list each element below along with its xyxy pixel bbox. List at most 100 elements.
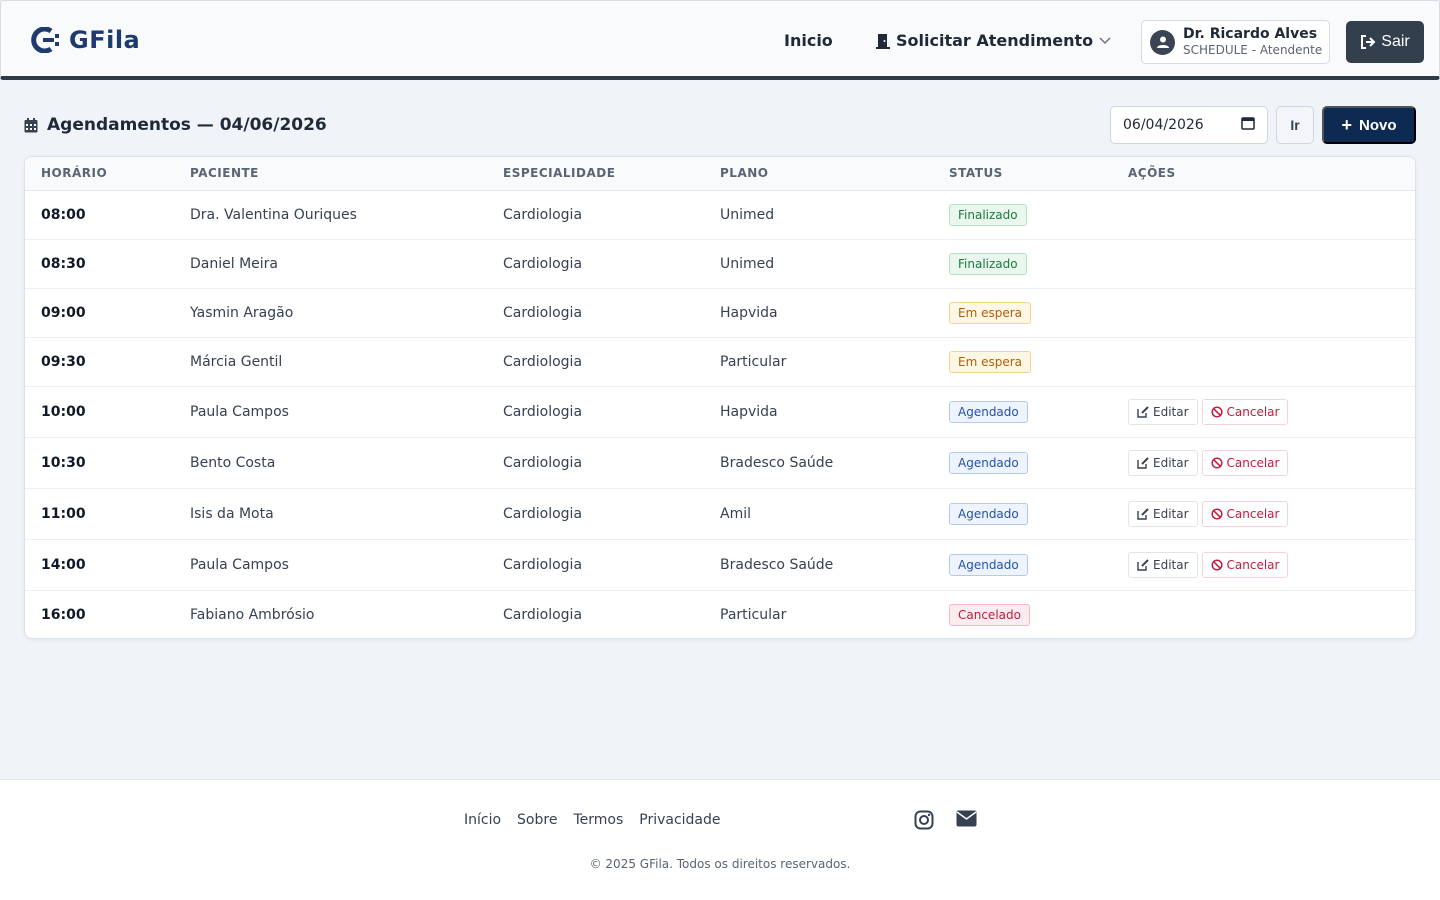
footer-link-termos[interactable]: Termos bbox=[573, 812, 624, 828]
page-title: Agendamentos — 04/06/2026 bbox=[24, 115, 327, 135]
email-icon[interactable] bbox=[956, 810, 977, 830]
cell-status: Agendado bbox=[949, 488, 1128, 540]
status-badge: Finalizado bbox=[949, 203, 1027, 226]
edit-icon bbox=[1137, 405, 1149, 418]
nav-solicitar-dropdown[interactable]: Solicitar Atendimento bbox=[874, 31, 1111, 50]
cancel-button[interactable]: Cancelar bbox=[1201, 500, 1289, 527]
cell-actions bbox=[1128, 239, 1415, 289]
user-avatar-icon bbox=[1150, 29, 1175, 55]
cell-actions: Editar Cancelar bbox=[1128, 539, 1415, 591]
brand-logo[interactable]: GFila bbox=[29, 26, 140, 54]
new-appointment-label: Novo bbox=[1359, 116, 1397, 134]
cell-patient: Márcia Gentil bbox=[190, 337, 503, 387]
cell-patient: Paula Campos bbox=[190, 386, 503, 438]
appointments-table: HORÁRIO PACIENTE ESPECIALIDADE PLANO STA… bbox=[25, 157, 1415, 638]
logout-button[interactable]: Sair bbox=[1346, 21, 1424, 63]
footer-link-inicio[interactable]: Início bbox=[464, 812, 502, 828]
cell-patient: Yasmin Aragão bbox=[190, 288, 503, 338]
table-header-row: HORÁRIO PACIENTE ESPECIALIDADE PLANO STA… bbox=[25, 157, 1415, 191]
sign-out-icon bbox=[1360, 34, 1376, 50]
cancel-button[interactable]: Cancelar bbox=[1201, 398, 1289, 425]
col-especialidade: ESPECIALIDADE bbox=[503, 157, 720, 191]
cell-patient: Dra. Valentina Ouriques bbox=[190, 190, 503, 240]
cell-specialty: Cardiologia bbox=[503, 288, 720, 338]
cell-status: Em espera bbox=[949, 337, 1128, 387]
cell-time: 10:00 bbox=[25, 386, 190, 438]
user-name: Dr. Ricardo Alves bbox=[1183, 26, 1318, 43]
cell-specialty: Cardiologia bbox=[503, 386, 720, 438]
appointments-table-card: HORÁRIO PACIENTE ESPECIALIDADE PLANO STA… bbox=[24, 156, 1416, 639]
plus-icon: + bbox=[1341, 115, 1352, 135]
cancel-button[interactable]: Cancelar bbox=[1201, 449, 1289, 476]
cell-status: Agendado bbox=[949, 386, 1128, 438]
cell-time: 16:00 bbox=[41, 606, 86, 623]
status-badge: Agendado bbox=[949, 502, 1028, 525]
cell-plan: Hapvida bbox=[720, 288, 949, 338]
cancel-label: Cancelar bbox=[1226, 557, 1280, 572]
col-paciente: PACIENTE bbox=[190, 157, 503, 191]
copyright: © 2025 GFila. Todos os direitos reservad… bbox=[589, 857, 851, 871]
cancel-button[interactable]: Cancelar bbox=[1201, 551, 1289, 578]
cell-status: Cancelado bbox=[949, 590, 1128, 638]
table-row: 09:00 Yasmin Aragão Cardiologia Hapvida Em e… bbox=[25, 288, 1415, 338]
edit-button[interactable]: Editar bbox=[1128, 398, 1198, 425]
edit-icon bbox=[1137, 507, 1149, 520]
cell-specialty: Cardiologia bbox=[503, 337, 720, 387]
col-status: STATUS bbox=[949, 157, 1128, 191]
go-button[interactable]: Ir bbox=[1276, 106, 1314, 144]
door-icon bbox=[874, 32, 892, 50]
edit-icon bbox=[1137, 558, 1149, 571]
cell-patient: Paula Campos bbox=[190, 539, 503, 591]
col-plano: PLANO bbox=[720, 157, 949, 191]
status-badge: Agendado bbox=[949, 400, 1028, 423]
status-badge: Em espera bbox=[949, 301, 1032, 324]
cell-status: Finalizado bbox=[949, 239, 1128, 289]
cell-patient: Daniel Meira bbox=[190, 239, 503, 289]
cell-actions bbox=[1128, 190, 1415, 240]
cell-specialty: Cardiologia bbox=[503, 437, 720, 489]
cell-time: 10:30 bbox=[25, 437, 190, 489]
date-input[interactable]: 06/04/2026 bbox=[1110, 106, 1268, 144]
cell-actions: Editar Cancelar bbox=[1128, 386, 1415, 438]
cell-specialty: Cardiologia bbox=[503, 190, 720, 240]
footer-link-sobre[interactable]: Sobre bbox=[517, 812, 558, 828]
cell-specialty: Cardiologia bbox=[503, 539, 720, 591]
cancel-label: Cancelar bbox=[1226, 404, 1280, 419]
logout-label: Sair bbox=[1381, 33, 1410, 50]
calendar-picker-icon[interactable] bbox=[1241, 116, 1255, 134]
cell-actions bbox=[1128, 337, 1415, 387]
footer-link-privacidade[interactable]: Privacidade bbox=[639, 812, 721, 828]
edit-button[interactable]: Editar bbox=[1128, 551, 1198, 578]
cell-plan: Particular bbox=[720, 606, 787, 623]
table-row: 08:00 Dra. Valentina Ouriques Cardiologia U… bbox=[25, 190, 1415, 240]
chevron-down-icon bbox=[1099, 36, 1111, 45]
cell-time: 09:30 bbox=[25, 337, 190, 387]
cell-time: 08:00 bbox=[25, 190, 190, 240]
edit-button[interactable]: Editar bbox=[1128, 500, 1198, 527]
brand-name: GFila bbox=[69, 26, 141, 54]
cell-plan: Bradesco Saúde bbox=[720, 539, 949, 591]
new-appointment-button[interactable]: + Novo bbox=[1322, 106, 1416, 144]
cell-plan: Particular bbox=[720, 337, 949, 387]
user-role: SCHEDULE - Atendente bbox=[1183, 43, 1323, 58]
cell-actions bbox=[1128, 590, 1415, 638]
user-profile-card[interactable]: Dr. Ricardo Alves SCHEDULE - Atendente bbox=[1141, 20, 1330, 64]
table-row: 16:00 Fabiano Ambrósio Cardiologia Particul… bbox=[25, 590, 1415, 638]
nav-home-link[interactable]: Inicio bbox=[784, 31, 833, 50]
cell-status: Agendado bbox=[949, 539, 1128, 591]
instagram-icon[interactable] bbox=[914, 810, 934, 830]
cell-specialty: Cardiologia bbox=[503, 239, 720, 289]
cell-patient: Bento Costa bbox=[190, 437, 503, 489]
ban-icon bbox=[1210, 507, 1223, 520]
cell-status: Em espera bbox=[949, 288, 1128, 338]
edit-button[interactable]: Editar bbox=[1128, 449, 1198, 476]
edit-label: Editar bbox=[1153, 557, 1189, 572]
cell-plan: Bradesco Saúde bbox=[720, 437, 949, 489]
table-row: 14:00 Paula Campos Cardiologia Bradesco Saú… bbox=[25, 539, 1415, 591]
ban-icon bbox=[1210, 558, 1223, 571]
status-badge: Em espera bbox=[949, 350, 1032, 373]
calendar-icon bbox=[24, 117, 38, 133]
cell-time: 14:00 bbox=[25, 539, 190, 591]
status-badge: Finalizado bbox=[949, 252, 1027, 275]
cell-plan: Unimed bbox=[720, 190, 949, 240]
